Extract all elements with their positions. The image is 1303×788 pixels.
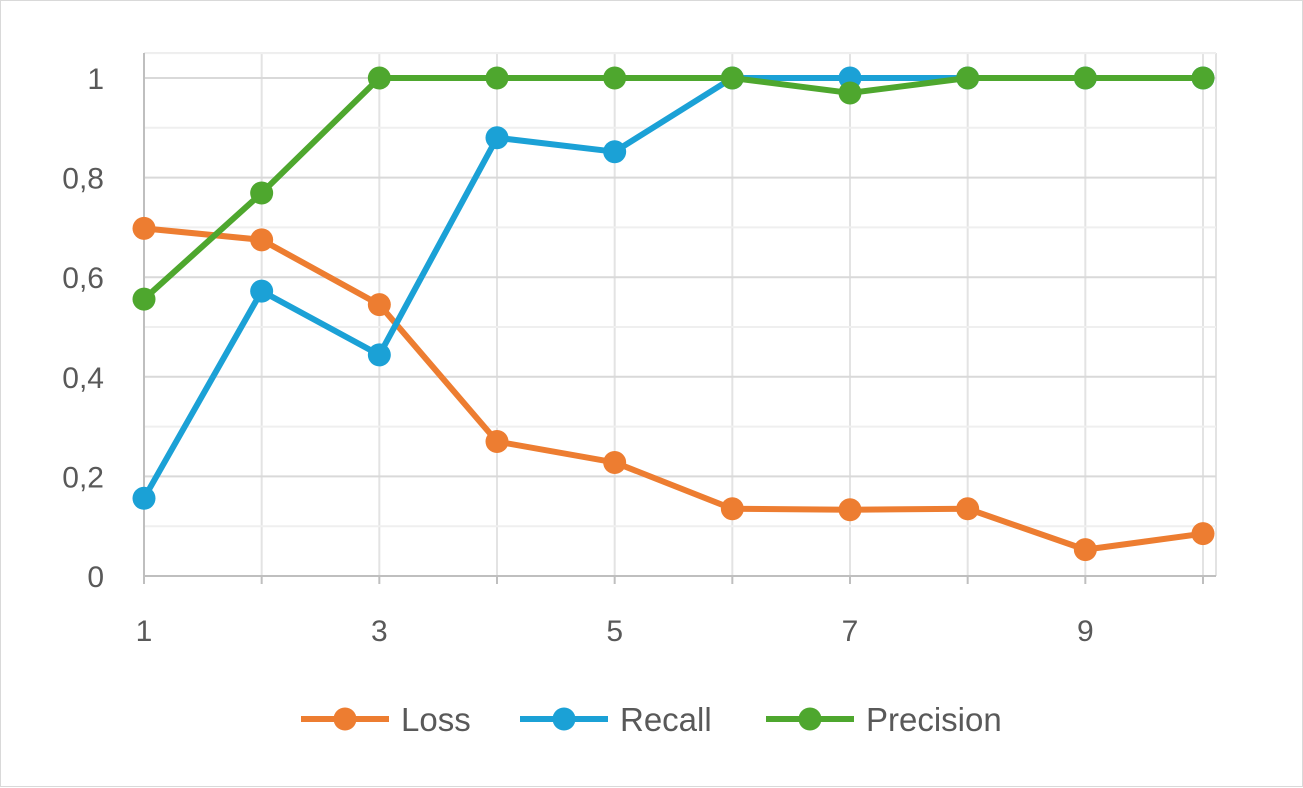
legend-marker — [798, 707, 822, 731]
series-line-loss — [141, 225, 1206, 553]
x-tick-label: 5 — [606, 615, 623, 648]
data-point-recall — [603, 140, 627, 164]
data-point-recall — [367, 343, 391, 367]
x-tick-label: 7 — [842, 615, 859, 648]
x-tick-label: 1 — [136, 615, 153, 648]
data-point-precision — [132, 287, 156, 311]
data-point-recall — [132, 486, 156, 510]
tick-labels: 0 0,2 0,4 0,6 0,8 1 1 3 5 7 9 — [62, 63, 1093, 648]
axes — [143, 53, 1216, 584]
data-point-loss — [250, 228, 274, 252]
series-line-recall — [141, 75, 1206, 502]
data-point-recall — [485, 126, 509, 150]
data-point-loss — [603, 450, 627, 474]
legend-label: Precision — [866, 701, 1002, 738]
legend-marker — [333, 707, 357, 731]
series-lines — [132, 66, 1215, 562]
data-point-loss — [1073, 538, 1097, 562]
y-tick-label: 0,2 — [62, 461, 104, 494]
legend: Loss Recall Precision — [301, 701, 1002, 738]
data-point-loss — [485, 430, 509, 454]
data-point-loss — [132, 216, 156, 240]
data-point-recall — [250, 279, 274, 303]
y-tick-label: 0,6 — [62, 262, 104, 295]
data-point-precision — [250, 181, 274, 205]
data-point-precision — [720, 66, 744, 90]
data-point-precision — [485, 66, 509, 90]
x-tick-label: 9 — [1077, 615, 1094, 648]
data-point-precision — [956, 66, 980, 90]
legend-marker — [552, 707, 576, 731]
data-point-loss — [367, 293, 391, 317]
data-point-precision — [367, 66, 391, 90]
data-point-precision — [603, 66, 627, 90]
data-point-loss — [838, 498, 862, 522]
series-line-precision — [141, 75, 1206, 303]
data-point-precision — [1191, 66, 1215, 90]
y-tick-label: 1 — [87, 63, 104, 96]
legend-label: Loss — [401, 701, 471, 738]
x-tick-label: 3 — [371, 615, 388, 648]
y-tick-label: 0,8 — [62, 163, 104, 196]
legend-label: Recall — [620, 701, 712, 738]
data-point-loss — [720, 497, 744, 521]
legend-item-loss: Loss — [301, 701, 471, 738]
data-point-loss — [1191, 522, 1215, 546]
y-tick-label: 0,4 — [62, 362, 104, 395]
legend-item-recall: Recall — [520, 701, 712, 738]
data-point-loss — [956, 497, 980, 521]
data-point-precision — [838, 81, 862, 105]
data-point-precision — [1073, 66, 1097, 90]
legend-item-precision: Precision — [766, 701, 1002, 738]
y-tick-label: 0 — [87, 561, 104, 594]
